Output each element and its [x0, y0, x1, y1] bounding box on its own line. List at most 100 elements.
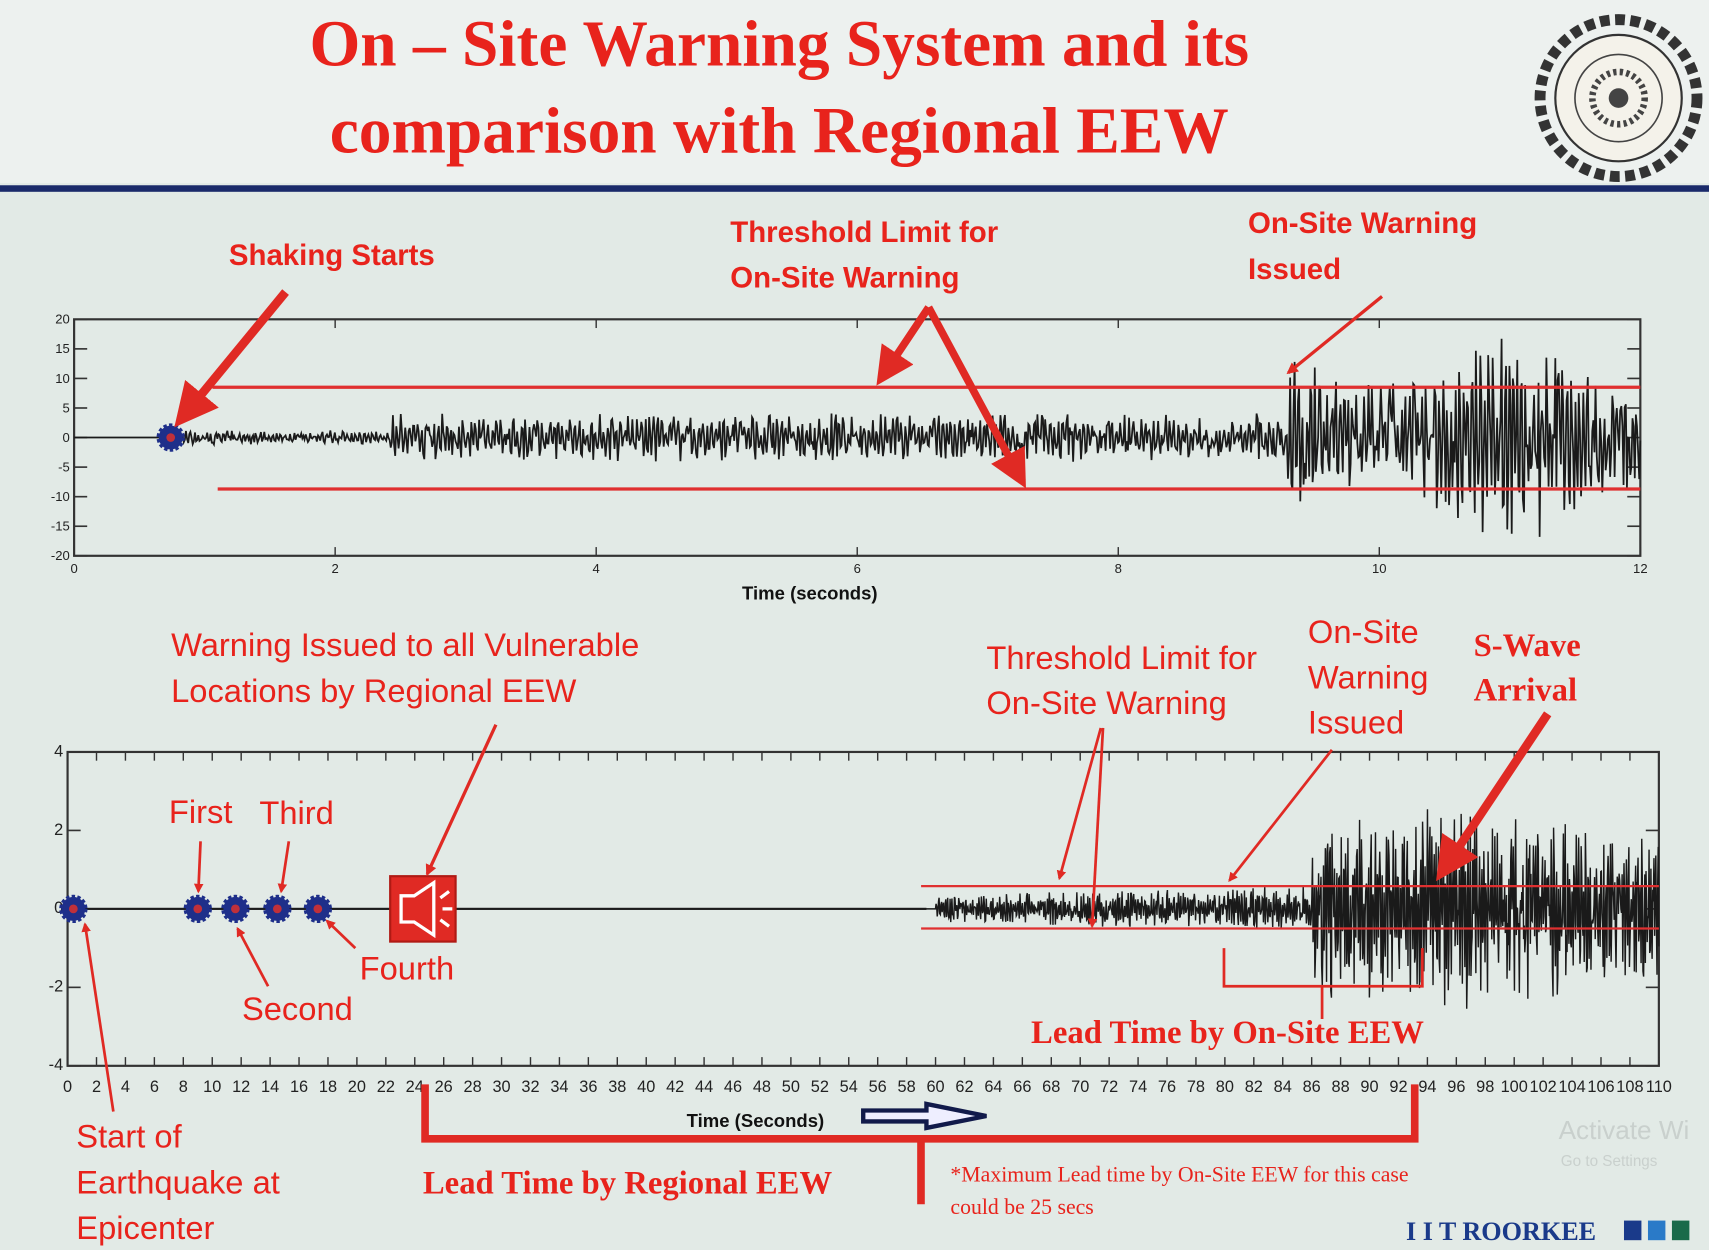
x-tick-label: 50 [782, 1078, 800, 1096]
seismogram-trace [67, 809, 1660, 1009]
regional-lead-bracket [421, 1084, 1419, 1205]
third-arrow [277, 841, 291, 894]
swave-arrow [1436, 711, 1552, 882]
fourth-station-label: Fourth [360, 950, 454, 987]
x-tick-label: 0 [63, 1078, 72, 1096]
x-tick-label: 88 [1332, 1078, 1350, 1096]
first-station-label: First [169, 793, 233, 830]
x-tick-label: 52 [811, 1078, 829, 1096]
time-arrow-icon [861, 1101, 987, 1131]
x-tick-label: 40 [637, 1078, 655, 1096]
x-tick-label: 30 [492, 1078, 510, 1096]
x-tick-label: 10 [1372, 561, 1387, 576]
x-tick-label: 12 [1633, 561, 1648, 576]
shaking-arrow [174, 289, 289, 428]
y-tick-label: -5 [58, 459, 70, 474]
onsite2-label-line3: Issued [1308, 703, 1404, 740]
regional-warning-label-line2: Locations by Regional EEW [171, 672, 576, 709]
swave-label-line2: Arrival [1474, 673, 1577, 709]
os-watermark-line1: Activate Wi [1559, 1115, 1690, 1145]
x-tick-label: 16 [290, 1078, 308, 1096]
x-tick-label: 74 [1129, 1078, 1147, 1096]
y-tick-label: -2 [49, 978, 64, 996]
x-tick-label: 78 [1187, 1078, 1205, 1096]
x-axis-label-bottom: Time (Seconds) [687, 1110, 825, 1131]
x-tick-label: 20 [348, 1078, 366, 1096]
onsite-warning-arrow [1286, 295, 1384, 375]
y-tick-label: -20 [51, 548, 70, 563]
x-tick-label: 8 [179, 1078, 188, 1096]
x-tick-label: 28 [464, 1078, 482, 1096]
x-tick-label: 38 [608, 1078, 626, 1096]
x-tick-label: 96 [1447, 1078, 1465, 1096]
regional-warning-label-line1: Warning Issued to all Vulnerable [171, 626, 639, 663]
regional-lead-time-label: Lead Time by Regional EEW [423, 1165, 833, 1201]
onsite-lead-time-label: Lead Time by On-Site EEW [1031, 1015, 1424, 1051]
third-station-label: Third [259, 794, 333, 831]
x-tick-label: 46 [724, 1078, 742, 1096]
station-marker-center [313, 904, 323, 914]
onsite-warning-label-line2: Issued [1248, 253, 1341, 286]
x-tick-label: 60 [926, 1078, 944, 1096]
y-tick-label: -4 [49, 1056, 64, 1074]
iit-roorkee-logo [1534, 14, 1703, 182]
footnote-line1: *Maximum Lead time by On-Site EEW for th… [950, 1162, 1408, 1186]
x-tick-label: 86 [1303, 1078, 1321, 1096]
shaking-starts-label: Shaking Starts [229, 239, 435, 272]
x-tick-label: 22 [377, 1078, 395, 1096]
footnote-line2: could be 25 secs [950, 1195, 1093, 1219]
regional-warning-arrow [425, 724, 498, 877]
x-tick-label: 42 [666, 1078, 684, 1096]
second-arrow [236, 926, 270, 987]
x-tick-label: 110 [1646, 1078, 1672, 1096]
x-tick-label: 90 [1360, 1078, 1378, 1096]
start-label-line3: Epicenter [76, 1209, 214, 1246]
x-tick-label: 2 [332, 561, 339, 576]
threshold2-label-line1: Threshold Limit for [986, 639, 1257, 676]
second-station-label: Second [242, 990, 353, 1027]
x-tick-label: 72 [1100, 1078, 1118, 1096]
x-tick-label: 18 [319, 1078, 337, 1096]
station-marker-center [231, 904, 240, 914]
x-tick-label: 68 [1042, 1078, 1060, 1096]
x-tick-label: 56 [869, 1078, 887, 1096]
x-tick-label: 2 [92, 1078, 101, 1096]
threshold2-label-line2: On-Site Warning [986, 684, 1226, 721]
y-tick-label: 0 [62, 430, 69, 445]
station-marker-center [69, 904, 78, 914]
slide-title-line1: On – Site Warning System and its [309, 8, 1249, 80]
x-tick-label: 98 [1476, 1078, 1494, 1096]
brand-square [1671, 1220, 1690, 1241]
swave-label-line1: S-Wave [1474, 628, 1581, 664]
bottom-seismogram-chart: 0 2 4 6 8 10 12 14 16 18 20 22 24 26 28 30 32 34 36 38 40 42 4… [49, 742, 1672, 1096]
threshold-label-line2: On-Site Warning [730, 262, 959, 295]
start-label-line1: Start of [76, 1118, 182, 1155]
start-arrow [81, 922, 115, 1112]
x-tick-label: 8 [1115, 561, 1122, 576]
x-tick-label: 92 [1389, 1078, 1407, 1096]
onsite-warning-label-line1: On-Site Warning [1248, 207, 1477, 240]
brand-label: I I T ROORKEE [1406, 1217, 1596, 1246]
x-tick-label: 66 [1013, 1078, 1031, 1096]
threshold-arrow-upper [876, 305, 932, 386]
y-tick-label: 4 [54, 742, 63, 760]
y-tick-label: 15 [55, 341, 70, 356]
x-tick-label: 108 [1616, 1078, 1643, 1096]
y-tick-label: 5 [62, 400, 69, 415]
y-tick-label: -15 [51, 519, 70, 534]
x-tick-label: 24 [406, 1078, 424, 1096]
station-marker-center [193, 904, 203, 914]
y-tick-label: 2 [54, 821, 63, 839]
seismogram-trace [74, 338, 1642, 537]
station-marker-center [272, 904, 282, 914]
x-tick-label: 10 [203, 1078, 221, 1096]
y-tick-label: 10 [55, 371, 70, 386]
x-tick-label: 6 [150, 1078, 159, 1096]
x-tick-label: 62 [955, 1078, 973, 1096]
threshold-arrow-lower [925, 305, 1026, 489]
x-tick-label: 4 [121, 1078, 130, 1096]
y-tick-label: -10 [51, 489, 70, 504]
station-marker-center [166, 433, 176, 442]
onsite2-arrow [1228, 748, 1333, 883]
